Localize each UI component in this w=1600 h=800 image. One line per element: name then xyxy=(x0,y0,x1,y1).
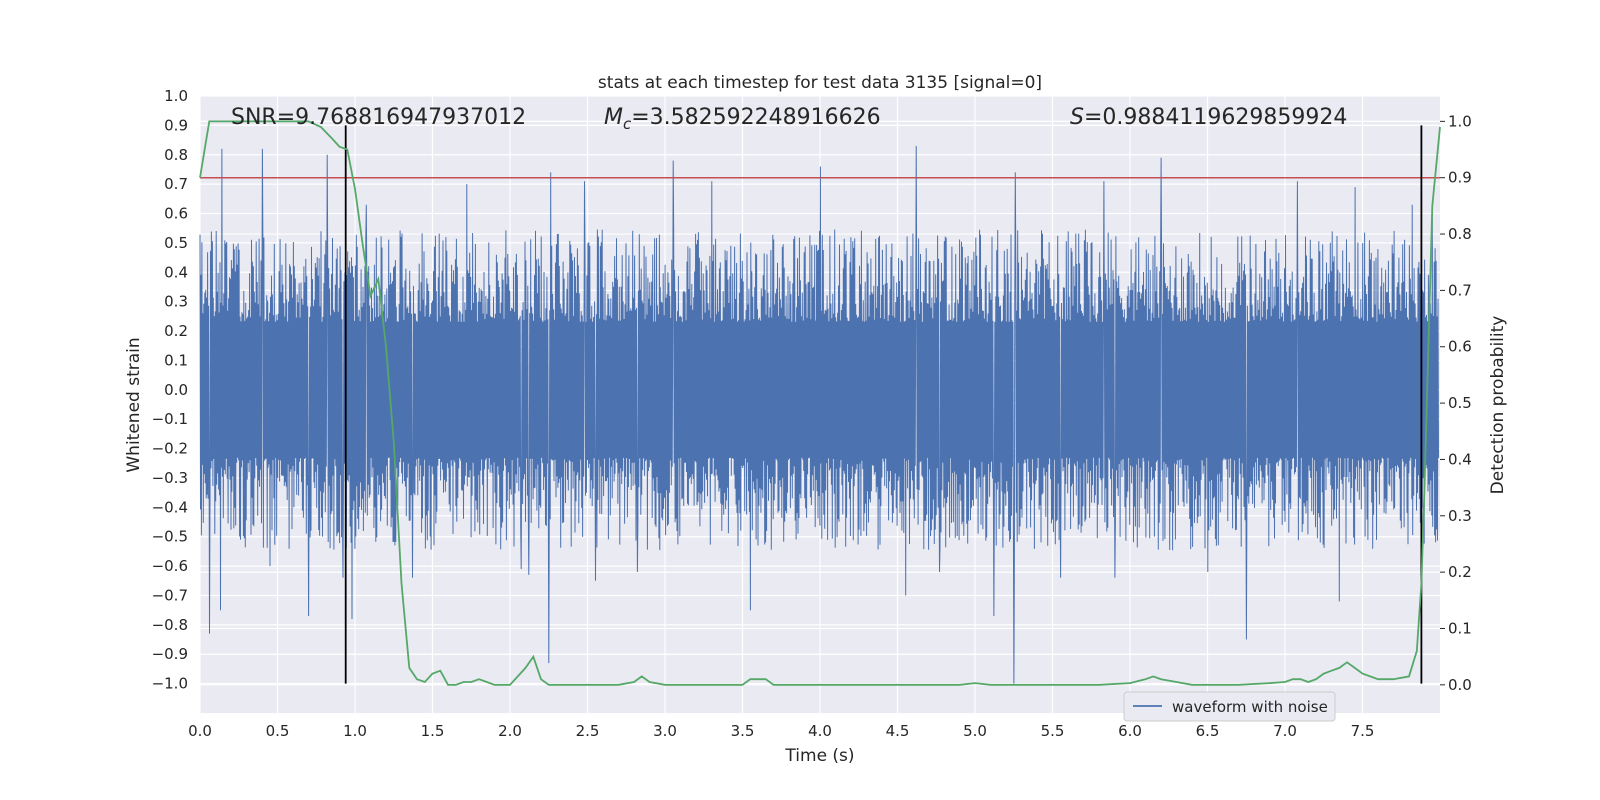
y-tick-label: −0.6 xyxy=(152,557,188,575)
y2-axis-label: Detection probability xyxy=(1488,316,1508,495)
y-tick-label: 0.3 xyxy=(164,293,188,311)
y2-tick-label: 0.4 xyxy=(1448,450,1472,468)
x-tick-label: 0.0 xyxy=(188,722,212,740)
chart-title: stats at each timestep for test data 313… xyxy=(598,73,1042,93)
y-tick-label: 0.5 xyxy=(164,234,188,252)
y-tick-label: −0.3 xyxy=(152,469,188,487)
chirp-mass-symbol: M xyxy=(604,105,623,130)
x-tick-label: 7.5 xyxy=(1351,722,1375,740)
y2-tick-label: 1.0 xyxy=(1448,112,1472,130)
x-tick-label: 5.5 xyxy=(1041,722,1065,740)
x-tick-label: 3.5 xyxy=(731,722,755,740)
y-tick-label: 0.8 xyxy=(164,146,188,164)
y-tick-label: 0.7 xyxy=(164,175,188,193)
y-tick-label: −1.0 xyxy=(152,675,188,693)
x-tick-label: 6.5 xyxy=(1196,722,1220,740)
y-tick-label: 0.6 xyxy=(164,205,188,223)
y-tick-label: −0.7 xyxy=(152,586,188,604)
x-tick-label: 0.5 xyxy=(266,722,290,740)
x-tick-label: 1.5 xyxy=(421,722,445,740)
y-axis-label: Whitened strain xyxy=(124,337,144,472)
x-tick-label: 7.0 xyxy=(1273,722,1297,740)
y2-tick-label: 0.8 xyxy=(1448,225,1472,243)
chirp-mass-annotation: Mc=3.582592248916626 xyxy=(604,105,881,133)
y2-tick-label: 0.1 xyxy=(1448,619,1472,637)
y-tick-label: 0.4 xyxy=(164,263,188,281)
y2-tick-label: 0.9 xyxy=(1448,169,1472,187)
y2-tick-label: 0.2 xyxy=(1448,563,1472,581)
stat-annotation: S=0.9884119629859924 xyxy=(1070,105,1347,130)
y-tick-label: −0.8 xyxy=(152,616,188,634)
y-tick-labels: 1.0 0.9 0.8 0.7 0.6 0.5 0.4 0.3 0.2 0.1 0.0 −0.1 −0.… xyxy=(152,87,188,693)
x-tick-label: 3.0 xyxy=(653,722,677,740)
y-tick-label: −0.4 xyxy=(152,498,188,516)
y2-tick-labels: 1.0 0.9 0.8 0.7 0.6 0.5 0.4 0.3 0.2 0.1 0.0 xyxy=(1440,112,1472,694)
series-waveform-with-noise xyxy=(199,145,1439,684)
y-tick-label: −0.1 xyxy=(152,410,188,428)
x-axis-label: Time (s) xyxy=(784,746,854,766)
x-tick-label: 4.0 xyxy=(808,722,832,740)
y2-tick-label: 0.0 xyxy=(1448,676,1472,694)
legend-entry: waveform with noise xyxy=(1172,698,1328,716)
x-tick-label: 2.0 xyxy=(498,722,522,740)
x-tick-label: 5.0 xyxy=(963,722,987,740)
y-tick-label: 0.2 xyxy=(164,322,188,340)
snr-annotation: SNR=9.768816947937012 xyxy=(231,105,526,130)
y-tick-label: 0.0 xyxy=(164,381,188,399)
legend-box xyxy=(1123,691,1336,722)
y-tick-label: −0.2 xyxy=(152,440,188,458)
y-tick-label: 1.0 xyxy=(164,87,188,105)
series-detection-probability xyxy=(199,120,1441,686)
y2-tick-label: 0.6 xyxy=(1448,338,1472,356)
x-tick-label: 2.5 xyxy=(576,722,600,740)
y2-tick-label: 0.5 xyxy=(1448,394,1472,412)
stat-value: =0.9884119629859924 xyxy=(1084,105,1347,130)
y-tick-label: −0.9 xyxy=(152,645,188,663)
y2-tick-label: 0.7 xyxy=(1448,281,1472,299)
y2-tick-label: 0.3 xyxy=(1448,507,1472,525)
x-tick-label: 6.0 xyxy=(1118,722,1142,740)
y-tick-label: 0.1 xyxy=(164,351,188,369)
legend: waveform with noise xyxy=(1123,691,1336,722)
chirp-mass-subscript: c xyxy=(623,115,632,133)
x-tick-labels: 0.0 0.5 1.0 1.5 2.0 2.5 3.0 3.5 4.0 4.5 5.0 5.5 6.0 6… xyxy=(188,722,1374,740)
y-tick-label: 0.9 xyxy=(164,116,188,134)
x-tick-label: 1.0 xyxy=(343,722,367,740)
stat-symbol: S xyxy=(1070,105,1084,130)
y-tick-label: −0.5 xyxy=(152,528,188,546)
chirp-mass-value: =3.582592248916626 xyxy=(631,105,880,130)
x-tick-label: 4.5 xyxy=(886,722,910,740)
